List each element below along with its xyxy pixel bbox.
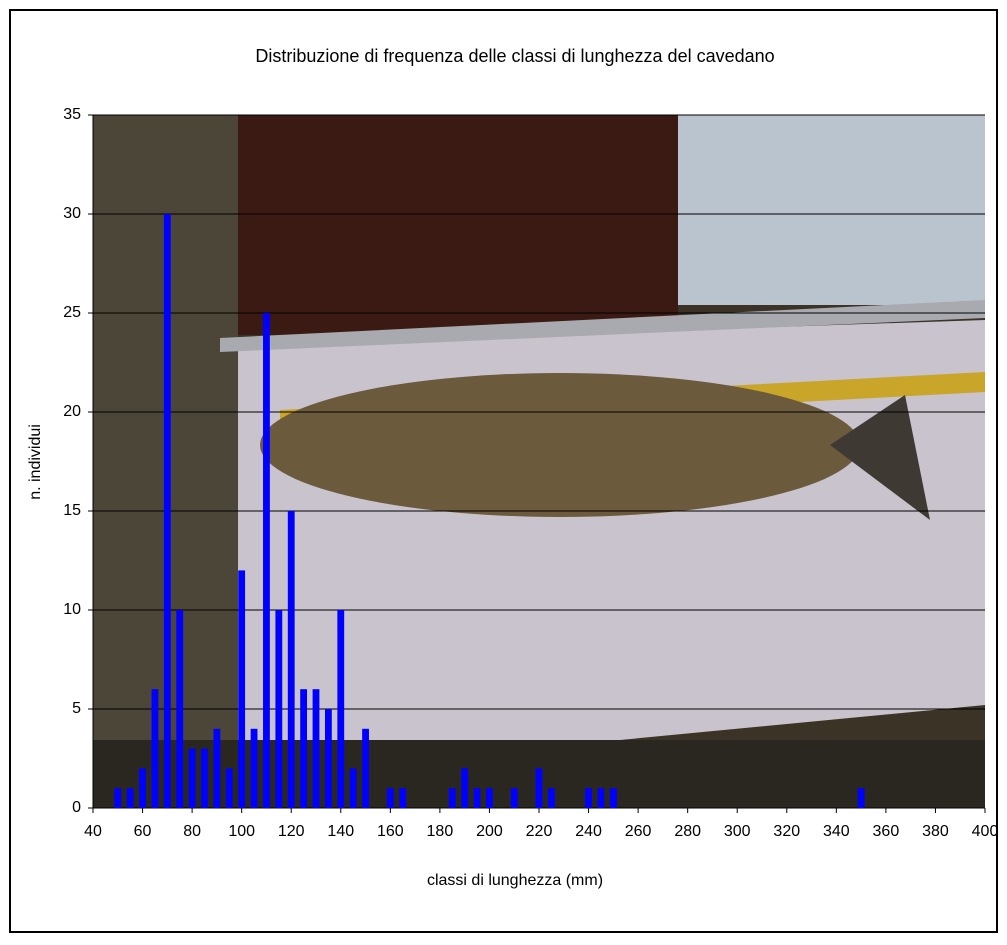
- bar: [139, 768, 146, 808]
- y-tick-label: 25: [63, 304, 81, 321]
- x-tick-label: 160: [377, 823, 404, 840]
- bar: [473, 788, 481, 808]
- bar: [486, 788, 493, 808]
- bar: [275, 610, 283, 808]
- bar: [362, 728, 369, 808]
- x-tick-label: 40: [84, 823, 102, 840]
- bar: [857, 788, 865, 808]
- bar: [399, 788, 407, 808]
- x-tick-label: 180: [427, 823, 454, 840]
- x-tick-label: 60: [134, 823, 152, 840]
- bar: [250, 728, 258, 808]
- photo-background: [93, 115, 985, 808]
- bar: [263, 313, 270, 808]
- bar: [213, 728, 221, 808]
- y-tick-label: 20: [63, 403, 81, 420]
- bar: [300, 689, 308, 808]
- y-tick-label: 30: [63, 205, 81, 222]
- bar: [547, 788, 555, 808]
- bar: [510, 788, 518, 808]
- x-tick-label: 80: [183, 823, 201, 840]
- bar: [176, 610, 184, 808]
- bar: [324, 709, 332, 808]
- x-tick-label: 300: [724, 823, 751, 840]
- bar: [597, 788, 605, 808]
- x-tick-label: 320: [773, 823, 800, 840]
- y-tick-label: 0: [72, 799, 81, 816]
- x-tick-label: 240: [575, 823, 602, 840]
- x-axis-label: classi di lunghezza (mm): [427, 872, 603, 889]
- bar: [225, 768, 233, 808]
- x-tick-label: 120: [278, 823, 305, 840]
- bar: [448, 788, 456, 808]
- bar: [386, 788, 394, 808]
- y-tick-label: 35: [63, 106, 81, 123]
- x-tick-label: 140: [327, 823, 354, 840]
- x-tick-label: 280: [674, 823, 701, 840]
- x-tick-label: 220: [526, 823, 553, 840]
- bar: [461, 768, 469, 808]
- bar: [188, 748, 196, 808]
- bar: [238, 570, 246, 808]
- chart-title: Distribuzione di frequenza delle classi …: [255, 46, 774, 66]
- y-axis-label: n. individui: [27, 424, 44, 500]
- bar: [201, 748, 208, 808]
- bar: [535, 768, 543, 808]
- bar: [337, 610, 345, 808]
- bar: [312, 689, 320, 808]
- x-tick-label: 100: [228, 823, 255, 840]
- bar: [349, 768, 357, 808]
- bar: [126, 788, 134, 808]
- bar: [163, 214, 171, 808]
- bar: [609, 788, 617, 808]
- x-tick-label: 360: [873, 823, 900, 840]
- x-tick-label: 400: [972, 823, 999, 840]
- x-tick-label: 260: [625, 823, 652, 840]
- bar: [287, 511, 295, 808]
- x-tick-label: 380: [922, 823, 949, 840]
- y-tick-label: 5: [72, 700, 81, 717]
- bar: [151, 689, 159, 808]
- bar: [114, 788, 122, 808]
- bar: [585, 788, 592, 808]
- x-tick-label: 200: [476, 823, 503, 840]
- x-tick-label: 340: [823, 823, 850, 840]
- y-tick-label: 15: [63, 502, 81, 519]
- y-tick-label: 10: [63, 601, 81, 618]
